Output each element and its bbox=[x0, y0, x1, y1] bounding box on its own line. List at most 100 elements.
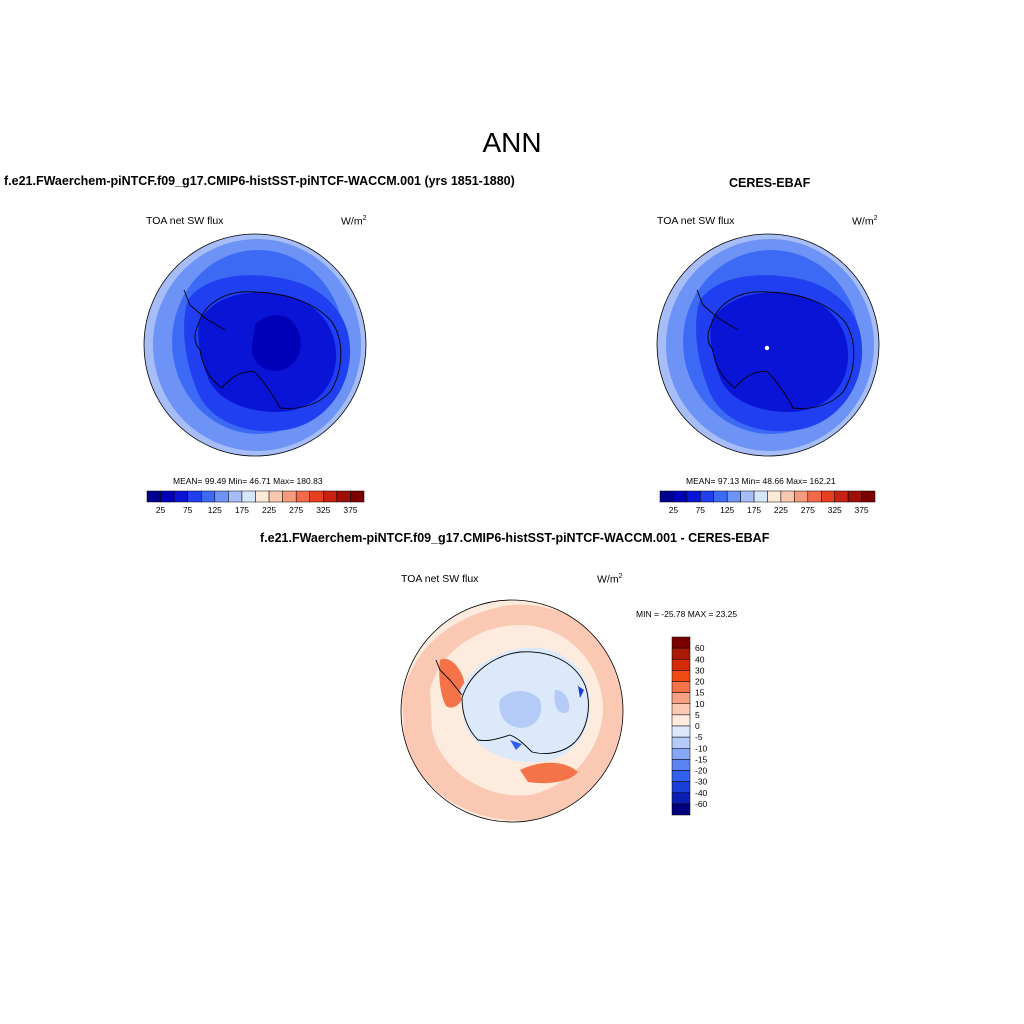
panel-1-colorbar-swatch bbox=[309, 490, 324, 503]
panel-1-colorbar-swatch bbox=[268, 490, 283, 503]
panel-3-colorbar-swatch bbox=[671, 792, 691, 805]
panel-3-colorbar-tick-label: 10 bbox=[695, 699, 705, 709]
panel-3-colorbar-swatch bbox=[671, 770, 691, 782]
panel-2-variable-label: TOA net SW flux bbox=[657, 215, 735, 227]
panel-2-colorbar-swatch bbox=[767, 490, 782, 503]
panel-3-colorbar-swatch bbox=[671, 736, 691, 749]
panel-2-colorbar-swatch bbox=[861, 490, 876, 503]
panel-1-coastline bbox=[183, 289, 342, 409]
panel-1-colorbar-swatch bbox=[323, 490, 338, 503]
panel-1-colorbar-swatch bbox=[228, 490, 243, 503]
panel-3-colorbar-swatch bbox=[671, 759, 691, 771]
panel-1-colorbar-swatch bbox=[336, 490, 351, 503]
panel-3-colorbar-tick-label: -5 bbox=[695, 732, 703, 742]
panel-2-colorbar-swatch bbox=[834, 490, 849, 503]
panel-2-missing-data-point bbox=[764, 345, 770, 351]
main-title: ANN bbox=[482, 127, 542, 158]
panel-2-colorbar-tick-label: 325 bbox=[828, 505, 842, 515]
panel-2-stats: MEAN= 97.13 Min= 48.66 Max= 162.21 bbox=[686, 476, 836, 486]
panel-3-colorbar-tick-label: -30 bbox=[695, 777, 708, 787]
panel-3-colorbar-tick-label: -60 bbox=[695, 799, 708, 809]
panel-3-colorbar-tick-label: 40 bbox=[695, 654, 705, 664]
panel-1-colorbar-tick-label: 325 bbox=[316, 505, 330, 515]
panel-2-colorbar-swatch bbox=[794, 490, 809, 503]
panel-2-colorbar-swatch bbox=[726, 490, 741, 503]
panel-1-colorbar-tick-label: 275 bbox=[289, 505, 303, 515]
panel-1-colorbar: 25 75 125 175 225 275 325 375 bbox=[146, 490, 365, 515]
panel-1-colorbar-swatch bbox=[173, 490, 188, 503]
panel-1-colorbar-swatch bbox=[146, 490, 161, 503]
panel-1-colorbar-swatch bbox=[241, 490, 256, 503]
panel-1-map: 25 75 125 175 225 275 325 375 bbox=[143, 233, 367, 515]
panel-3-title: f.e21.FWaerchem-piNTCF.f09_g17.CMIP6-his… bbox=[260, 531, 770, 545]
panel-2-colorbar-tick-label: 25 bbox=[669, 505, 679, 515]
panel-3-colorbar-tick-label: 30 bbox=[695, 665, 705, 675]
panel-2-map-border bbox=[656, 233, 880, 457]
panel-2-colorbar-swatch bbox=[686, 490, 701, 503]
panel-1-colorbar-swatch bbox=[160, 490, 175, 503]
panel-2-colorbar-swatch bbox=[659, 490, 674, 503]
panel-2-coastline bbox=[696, 289, 855, 409]
panel-3-colorbar-tick-label: 60 bbox=[695, 643, 705, 653]
panel-1-variable-label: TOA net SW flux bbox=[146, 215, 224, 227]
panel-2-colorbar-swatch bbox=[821, 490, 835, 503]
panel-3-colorbar-tick-label: -15 bbox=[695, 754, 708, 764]
panel-3-colorbar-swatch bbox=[671, 659, 691, 671]
panel-2-colorbar-tick-label: 75 bbox=[696, 505, 706, 515]
panel-2-colorbar-tick-label: 375 bbox=[854, 505, 868, 515]
panel-3-variable-label: TOA net SW flux bbox=[401, 573, 479, 585]
panel-3-stats: MIN = -25.78 MAX = 23.25 bbox=[636, 609, 738, 619]
panel-1-colorbar-swatch bbox=[255, 490, 270, 503]
panel-2-colorbar-swatch bbox=[807, 490, 822, 503]
panel-1-colorbar-swatch bbox=[214, 490, 229, 503]
panel-3-colorbar-swatch bbox=[671, 636, 691, 649]
panel-1-units: W/m2 bbox=[341, 215, 367, 228]
panel-2-map: 25 75 125 175 225 275 325 375 bbox=[656, 233, 880, 515]
panel-1-colorbar-tick-label: 125 bbox=[208, 505, 222, 515]
panel-2-colorbar-tick-label: 275 bbox=[801, 505, 815, 515]
panel-3-map-border bbox=[400, 599, 624, 823]
panel-3-colorbar-swatch bbox=[671, 725, 691, 738]
panel-1-colorbar-swatch bbox=[187, 490, 202, 503]
panel-1-map-border bbox=[143, 233, 367, 457]
panel-3-colorbar-swatch bbox=[671, 703, 691, 716]
panel-3-colorbar-tick-label: -20 bbox=[695, 766, 708, 776]
panel-3-colorbar-swatch bbox=[671, 681, 691, 693]
panel-1-colorbar-tick-label: 25 bbox=[156, 505, 166, 515]
panel-2-colorbar: 25 75 125 175 225 275 325 375 bbox=[659, 490, 876, 515]
panel-3-colorbar-tick-label: 20 bbox=[695, 677, 705, 687]
panel-3-colorbar-swatch bbox=[671, 781, 691, 793]
panel-2-colorbar-swatch bbox=[713, 490, 728, 503]
panel-2-units: W/m2 bbox=[852, 215, 878, 228]
panel-2-colorbar-tick-label: 175 bbox=[747, 505, 761, 515]
panel-2-colorbar-swatch bbox=[700, 490, 714, 503]
panel-1-colorbar-tick-label: 175 bbox=[235, 505, 249, 515]
panel-3-colorbar-swatch bbox=[671, 803, 691, 816]
panel-2-colorbar-swatch bbox=[780, 490, 795, 503]
panel-2-colorbar-swatch bbox=[847, 490, 862, 503]
panel-3-coastline bbox=[435, 651, 589, 754]
panel-1-colorbar-swatch bbox=[282, 490, 297, 503]
panel-3-colorbar-tick-label: 15 bbox=[695, 688, 705, 698]
panel-3-units: W/m2 bbox=[597, 573, 623, 586]
panel-1-colorbar-swatch bbox=[201, 490, 216, 503]
panel-1-colorbar-tick-label: 225 bbox=[262, 505, 276, 515]
panel-2-colorbar-swatch bbox=[740, 490, 755, 503]
panel-3-colorbar-swatch bbox=[671, 692, 691, 704]
panel-3-colorbar-swatch bbox=[671, 647, 691, 660]
panel-3-colorbar-tick-label: -40 bbox=[695, 788, 708, 798]
panel-2-colorbar-tick-label: 225 bbox=[774, 505, 788, 515]
panel-1-colorbar-tick-label: 375 bbox=[343, 505, 357, 515]
panel-3-colorbar-swatch bbox=[671, 670, 691, 682]
panel-3-colorbar-tick-label: 5 bbox=[695, 710, 700, 720]
panel-3-colorbar-tick-label: -10 bbox=[695, 743, 708, 753]
panel-1-title: f.e21.FWaerchem-piNTCF.f09_g17.CMIP6-his… bbox=[4, 174, 515, 188]
panel-1-colorbar-tick-label: 75 bbox=[183, 505, 193, 515]
panel-1-colorbar-swatch bbox=[295, 490, 310, 503]
panel-3-colorbar-swatch bbox=[671, 748, 691, 760]
panel-3-colorbar-tick-label: 0 bbox=[695, 721, 700, 731]
panel-2-colorbar-tick-label: 125 bbox=[720, 505, 734, 515]
